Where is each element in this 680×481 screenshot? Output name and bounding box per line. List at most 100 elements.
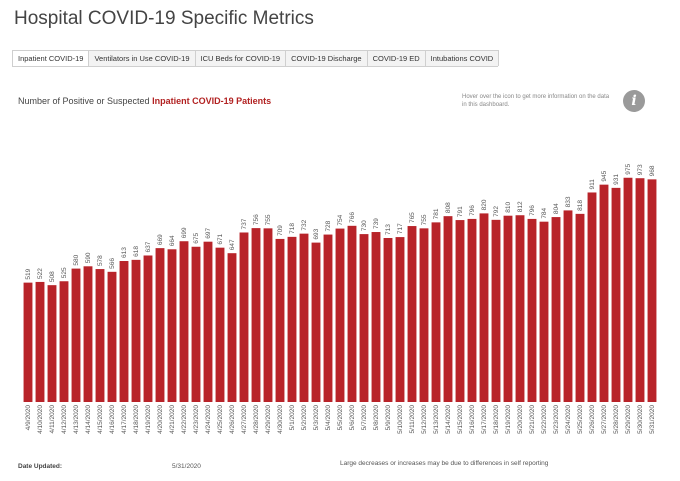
bar-5/15/2020[interactable] bbox=[455, 220, 465, 402]
bar-4/23/2020[interactable] bbox=[191, 246, 201, 402]
data-label: 717 bbox=[397, 223, 404, 234]
chart-heading: Number of Positive or Suspected Inpatien… bbox=[18, 96, 271, 106]
data-label: 975 bbox=[625, 164, 632, 175]
bar-4/11/2020[interactable] bbox=[47, 285, 57, 402]
bar-5/21/2020[interactable] bbox=[527, 218, 537, 402]
x-tick-label: 4/18/2020 bbox=[133, 405, 140, 434]
bar-5/13/2020[interactable] bbox=[431, 222, 441, 402]
data-label: 791 bbox=[457, 206, 464, 217]
bar-5/5/2020[interactable] bbox=[335, 228, 345, 402]
bar-4/17/2020[interactable] bbox=[119, 261, 129, 402]
x-tick-label: 4/25/2020 bbox=[217, 405, 224, 434]
x-tick-label: 4/29/2020 bbox=[265, 405, 272, 434]
bar-5/22/2020[interactable] bbox=[539, 221, 549, 402]
data-label: 637 bbox=[145, 241, 152, 252]
bar-5/14/2020[interactable] bbox=[443, 216, 453, 402]
bar-4/9/2020[interactable] bbox=[23, 282, 33, 402]
x-tick-label: 5/4/2020 bbox=[325, 405, 332, 431]
tab-ventilators[interactable]: Ventilators in Use COVID-19 bbox=[88, 50, 196, 66]
bar-4/12/2020[interactable] bbox=[59, 281, 69, 402]
x-tick-label: 4/16/2020 bbox=[109, 405, 116, 434]
bar-5/7/2020[interactable] bbox=[359, 234, 369, 402]
bar-5/16/2020[interactable] bbox=[467, 218, 477, 402]
x-tick-label: 4/10/2020 bbox=[37, 405, 44, 434]
bar-5/19/2020[interactable] bbox=[503, 215, 513, 402]
x-tick-label: 5/18/2020 bbox=[493, 405, 500, 434]
bar-5/18/2020[interactable] bbox=[491, 219, 501, 402]
bar-5/9/2020[interactable] bbox=[383, 238, 393, 402]
x-tick-label: 4/22/2020 bbox=[181, 405, 188, 434]
bar-4/22/2020[interactable] bbox=[179, 241, 189, 402]
bar-5/2/2020[interactable] bbox=[299, 233, 309, 402]
bar-4/14/2020[interactable] bbox=[83, 266, 93, 402]
x-tick-label: 5/27/2020 bbox=[601, 405, 608, 434]
bar-4/10/2020[interactable] bbox=[35, 281, 45, 402]
bar-5/1/2020[interactable] bbox=[287, 236, 297, 402]
bar-4/29/2020[interactable] bbox=[263, 228, 273, 402]
tab-intubations[interactable]: Intubations COVID bbox=[424, 50, 500, 66]
data-label: 808 bbox=[445, 202, 452, 213]
bar-5/23/2020[interactable] bbox=[551, 217, 561, 402]
bar-5/24/2020[interactable] bbox=[563, 210, 573, 402]
data-label: 810 bbox=[505, 201, 512, 212]
bar-5/6/2020[interactable] bbox=[347, 225, 357, 402]
bar-5/11/2020[interactable] bbox=[407, 226, 417, 402]
bar-5/31/2020[interactable] bbox=[647, 179, 657, 402]
data-label: 739 bbox=[373, 218, 380, 229]
bar-5/3/2020[interactable] bbox=[311, 242, 321, 402]
x-tick-label: 5/11/2020 bbox=[409, 405, 416, 434]
x-tick-label: 5/30/2020 bbox=[637, 405, 644, 434]
data-label: 812 bbox=[517, 201, 524, 212]
bar-4/24/2020[interactable] bbox=[203, 241, 213, 402]
bar-4/20/2020[interactable] bbox=[155, 248, 165, 402]
tab-ed[interactable]: COVID-19 ED bbox=[366, 50, 426, 66]
x-tick-label: 4/14/2020 bbox=[85, 405, 92, 434]
x-tick-label: 5/19/2020 bbox=[505, 405, 512, 434]
bar-4/25/2020[interactable] bbox=[215, 247, 225, 402]
bar-4/18/2020[interactable] bbox=[131, 259, 141, 402]
bar-5/20/2020[interactable] bbox=[515, 215, 525, 402]
bar-4/26/2020[interactable] bbox=[227, 253, 237, 402]
data-label: 647 bbox=[229, 239, 236, 250]
data-label: 618 bbox=[133, 246, 140, 257]
bar-4/30/2020[interactable] bbox=[275, 238, 285, 402]
bar-4/27/2020[interactable] bbox=[239, 232, 249, 402]
data-label: 713 bbox=[385, 224, 392, 235]
x-tick-label: 4/12/2020 bbox=[61, 405, 68, 434]
bar-4/21/2020[interactable] bbox=[167, 249, 177, 402]
tab-discharge[interactable]: COVID-19 Discharge bbox=[285, 50, 368, 66]
bar-5/12/2020[interactable] bbox=[419, 228, 429, 402]
date-updated-value: 5/31/2020 bbox=[172, 463, 201, 470]
data-label: 796 bbox=[469, 205, 476, 216]
bar-5/25/2020[interactable] bbox=[575, 213, 585, 402]
bar-5/27/2020[interactable] bbox=[599, 184, 609, 402]
x-tick-label: 4/26/2020 bbox=[229, 405, 236, 434]
data-label: 522 bbox=[37, 268, 44, 279]
x-tick-label: 5/22/2020 bbox=[541, 405, 548, 434]
bar-4/13/2020[interactable] bbox=[71, 268, 81, 402]
x-tick-label: 4/27/2020 bbox=[241, 405, 248, 434]
x-tick-label: 5/5/2020 bbox=[337, 405, 344, 431]
bar-5/30/2020[interactable] bbox=[635, 178, 645, 402]
x-tick-label: 4/23/2020 bbox=[193, 405, 200, 434]
bar-5/26/2020[interactable] bbox=[587, 192, 597, 402]
inpatient-bar-chart: 519 4/9/2020 522 4/10/2020 508 4/11/2020 525 4/… bbox=[23, 164, 657, 434]
bar-5/28/2020[interactable] bbox=[611, 187, 621, 402]
data-label: 525 bbox=[61, 267, 68, 278]
info-icon[interactable]: i bbox=[623, 90, 645, 112]
tab-inpatient-covid[interactable]: Inpatient COVID-19 bbox=[12, 50, 90, 66]
bar-5/4/2020[interactable] bbox=[323, 234, 333, 402]
bar-5/10/2020[interactable] bbox=[395, 237, 405, 402]
bar-5/17/2020[interactable] bbox=[479, 213, 489, 402]
x-tick-label: 5/24/2020 bbox=[565, 405, 572, 434]
bar-5/29/2020[interactable] bbox=[623, 177, 633, 402]
bar-4/15/2020[interactable] bbox=[95, 269, 105, 402]
data-label: 737 bbox=[241, 218, 248, 229]
bar-4/28/2020[interactable] bbox=[251, 228, 261, 402]
data-label: 669 bbox=[157, 234, 164, 245]
bar-4/19/2020[interactable] bbox=[143, 255, 153, 402]
tab-icu-beds[interactable]: ICU Beds for COVID-19 bbox=[194, 50, 287, 66]
x-tick-label: 5/13/2020 bbox=[433, 405, 440, 434]
bar-5/8/2020[interactable] bbox=[371, 232, 381, 402]
bar-4/16/2020[interactable] bbox=[107, 271, 117, 402]
